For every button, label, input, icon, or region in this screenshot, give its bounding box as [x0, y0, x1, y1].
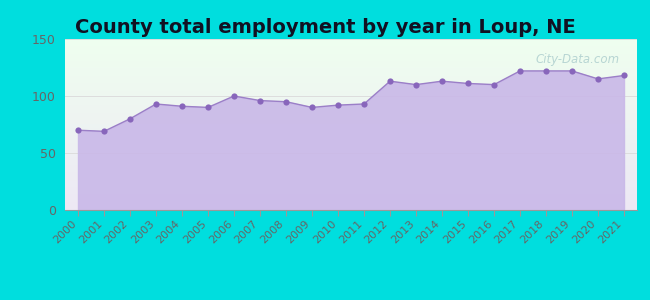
Text: City-Data.com: City-Data.com — [536, 53, 620, 66]
Point — [333, 103, 343, 107]
Point — [203, 105, 213, 110]
Point — [541, 68, 551, 73]
Point — [619, 73, 629, 78]
Point — [73, 128, 83, 133]
Point — [359, 102, 369, 106]
Point — [99, 129, 109, 134]
Point — [463, 81, 473, 86]
Point — [437, 79, 447, 84]
Point — [307, 105, 317, 110]
Point — [515, 68, 525, 73]
Point — [229, 94, 239, 98]
Text: County total employment by year in Loup, NE: County total employment by year in Loup,… — [75, 18, 575, 37]
Point — [385, 79, 395, 84]
Point — [593, 76, 603, 81]
Point — [281, 99, 291, 104]
Point — [567, 68, 577, 73]
Point — [125, 116, 135, 121]
Point — [255, 98, 265, 103]
Point — [151, 102, 161, 106]
Point — [489, 82, 499, 87]
Point — [411, 82, 421, 87]
Point — [177, 104, 187, 109]
